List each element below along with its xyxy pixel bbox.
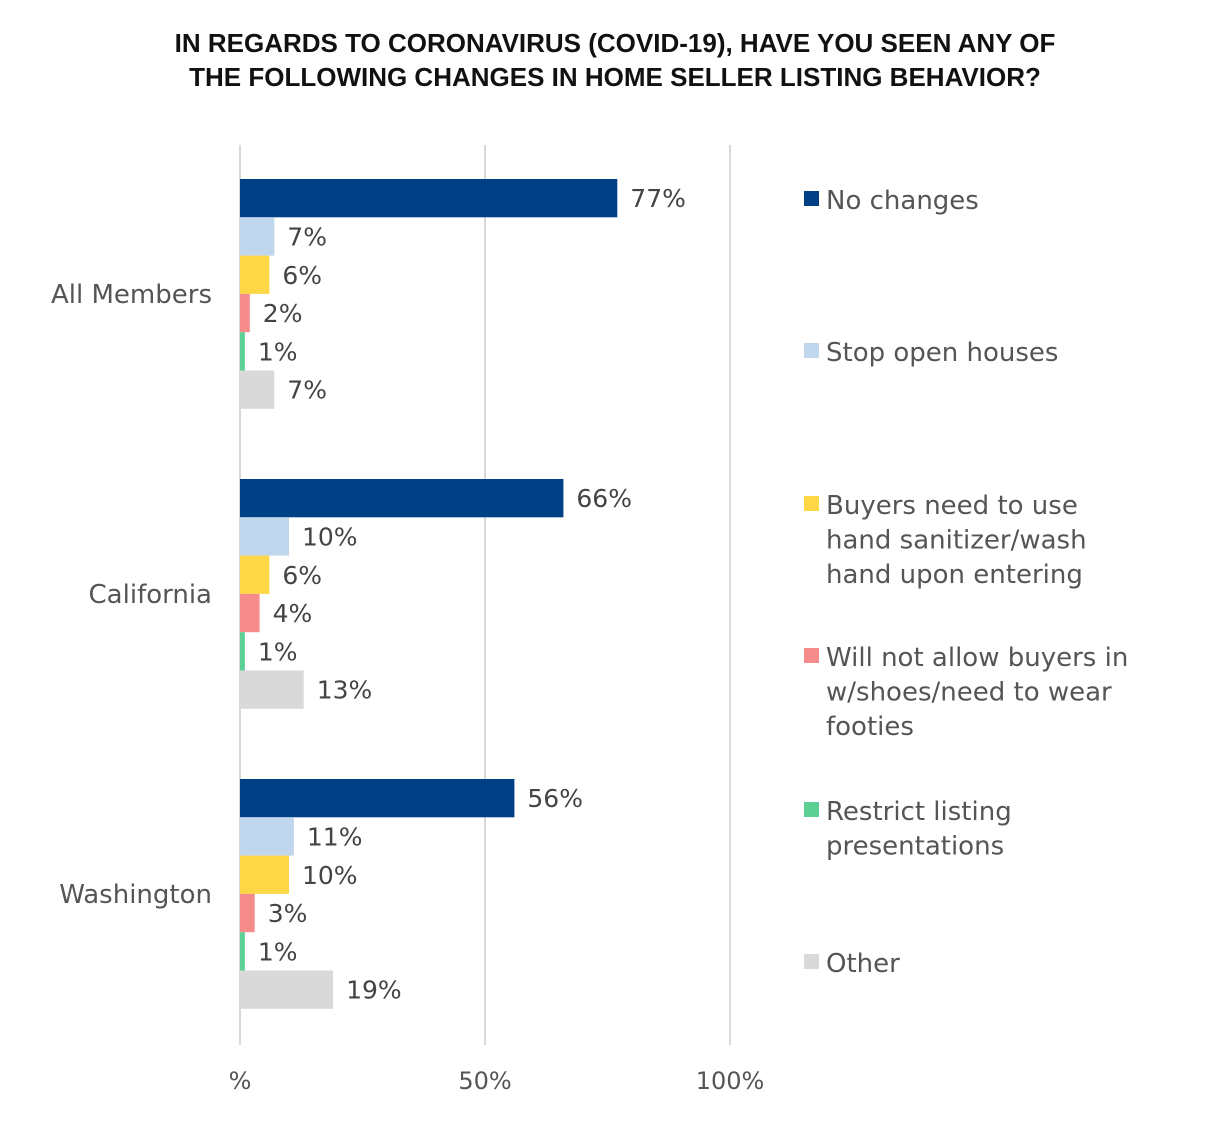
data-label: 1%: [258, 937, 298, 966]
data-label: 4%: [273, 599, 313, 628]
bar: [240, 670, 304, 709]
category-label: All Members: [51, 280, 212, 310]
category-labels: All Members California Washington: [51, 280, 212, 910]
data-label: 2%: [263, 299, 303, 328]
title-line: THE FOLLOWING CHANGES IN HOME SELLER LIS…: [189, 62, 1041, 92]
x-tick-label: 50%: [458, 1067, 511, 1095]
bar: [240, 179, 618, 218]
data-label: 56%: [527, 784, 583, 813]
legend-swatch: [804, 496, 819, 511]
chart-title: IN REGARDS TO CORONAVIRUS (COVID-19), HA…: [175, 28, 1056, 92]
bar: [240, 332, 245, 371]
bars: 77% 7% 6% 2% 1% 7% 66% 10% 6% 4% 1% 13% 56% 11% 10% 3% 1…: [240, 179, 686, 1009]
data-label: 7%: [287, 222, 327, 251]
bar: [240, 555, 270, 594]
legend-label: presentations: [826, 832, 1004, 862]
data-label: 19%: [346, 976, 402, 1005]
legend-label: hand sanitizer/wash: [826, 526, 1087, 556]
bar: [240, 593, 260, 633]
legend-label: No changes: [826, 186, 979, 216]
legend-label: w/shoes/need to wear: [826, 678, 1112, 708]
legend-label: footies: [826, 712, 914, 742]
data-label: 1%: [258, 637, 298, 666]
data-label: 66%: [576, 484, 632, 513]
bar: [240, 217, 275, 256]
legend-label: Stop open houses: [826, 338, 1058, 368]
bar: [240, 817, 294, 856]
data-label: 6%: [282, 261, 322, 290]
data-label: 11%: [307, 822, 363, 851]
data-label: 3%: [268, 899, 308, 928]
data-label: 1%: [258, 337, 298, 366]
bar: [240, 932, 245, 971]
data-label: 10%: [302, 861, 358, 890]
title-line: IN REGARDS TO CORONAVIRUS (COVID-19), HA…: [175, 28, 1056, 58]
bar: [240, 255, 270, 294]
bar: [240, 970, 334, 1009]
bar: [240, 632, 245, 671]
legend-swatch: [804, 954, 819, 969]
bar: [240, 779, 515, 818]
data-label: 77%: [630, 184, 686, 213]
bar: [240, 517, 289, 556]
legend-label: Will not allow buyers in: [826, 643, 1128, 673]
data-label: 10%: [302, 522, 358, 551]
data-label: 13%: [317, 676, 373, 705]
legend-label: hand upon entering: [826, 560, 1083, 590]
x-tick-label: 100%: [696, 1067, 765, 1095]
category-label: California: [89, 580, 212, 610]
legend: No changes Stop open houses Buyers need to…: [804, 186, 1128, 979]
legend-swatch: [804, 343, 819, 358]
legend-label: Buyers need to use: [826, 491, 1078, 521]
legend-swatch: [804, 802, 819, 817]
legend-swatch: [804, 191, 819, 206]
bar: [240, 893, 255, 933]
legend-label: Restrict listing: [826, 797, 1012, 827]
category-label: Washington: [59, 880, 212, 910]
x-axis-ticks: % 50% 100%: [229, 1067, 765, 1095]
legend-label: Other: [826, 949, 900, 979]
bar: [240, 479, 564, 518]
bar: [240, 293, 250, 333]
legend-swatch: [804, 648, 819, 663]
data-label: 6%: [282, 561, 322, 590]
data-label: 7%: [287, 376, 327, 405]
bar: [240, 855, 289, 894]
bar: [240, 370, 275, 409]
x-tick-label: %: [229, 1067, 252, 1095]
